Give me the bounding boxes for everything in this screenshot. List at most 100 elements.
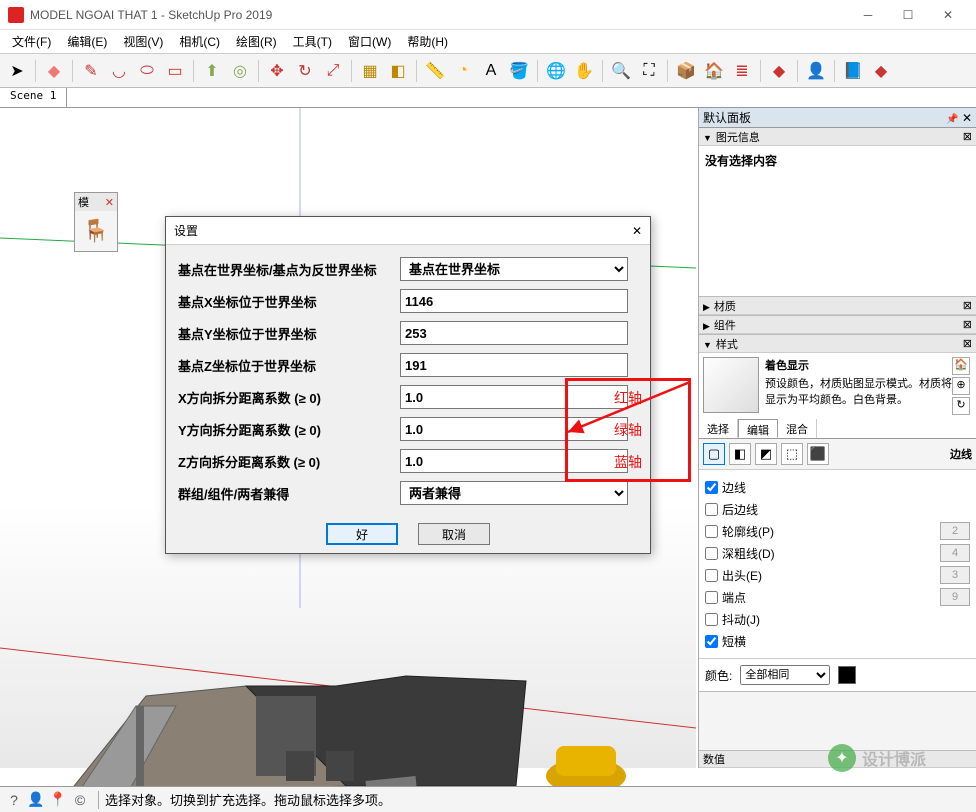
status-geo-icon[interactable]: 📍 <box>48 790 68 810</box>
menu-camera[interactable]: 相机(C) <box>171 31 228 52</box>
edge-opt-check-3[interactable] <box>705 547 718 560</box>
close-button[interactable]: ✕ <box>928 1 968 29</box>
edge-opt-check-4[interactable] <box>705 569 718 582</box>
freehand-tool[interactable]: ⬭ <box>134 58 160 84</box>
menu-view[interactable]: 视图(V) <box>115 31 171 52</box>
face-mode-icon[interactable]: ◧ <box>729 443 751 465</box>
status-help-icon[interactable]: ? <box>4 790 24 810</box>
tray-close-icon[interactable]: ✕ <box>962 111 972 125</box>
arc-tool[interactable]: ◡ <box>106 58 132 84</box>
edge-opt-val-4[interactable] <box>940 566 970 584</box>
minimize-button[interactable]: ─ <box>848 1 888 29</box>
scale-tool[interactable]: ⤢ <box>320 58 346 84</box>
pan-tool[interactable]: ✋ <box>571 58 597 84</box>
dialog-label-7: 群组/组件/两者兼得 <box>178 484 400 503</box>
dialog-input-0[interactable]: 基点在世界坐标 <box>400 257 628 281</box>
edge-opt-val-5[interactable] <box>940 588 970 606</box>
dialog-input-6[interactable] <box>400 449 628 473</box>
app-icon <box>8 7 24 23</box>
floating-palette[interactable]: 模 ✕ 🪑 <box>74 192 118 252</box>
edge-mode-icon[interactable]: ▢ <box>703 443 725 465</box>
section-tool[interactable]: ◧ <box>385 58 411 84</box>
main-toolbar: ➤ ◆ ✎ ◡ ⬭ ▭ ⬆ ◎ ✥ ↻ ⤢ ▦ ◧ 📏 ◔ A 🪣 🌐 ✋ 🔍 … <box>0 54 976 88</box>
edge-opt-check-0[interactable] <box>705 481 718 494</box>
styles-title[interactable]: 样式 <box>716 339 738 351</box>
offset-tool[interactable]: ◎ <box>227 58 253 84</box>
section-close-icon[interactable]: ⊠ <box>963 130 972 143</box>
zoom-extents-tool[interactable]: ⛶ <box>636 58 662 84</box>
color-mode-select[interactable]: 全部相同 <box>740 665 830 685</box>
color-swatch[interactable] <box>838 666 856 684</box>
menu-help[interactable]: 帮助(H) <box>399 31 456 52</box>
status-credit-icon[interactable]: © <box>70 790 90 810</box>
status-user-icon[interactable]: 👤 <box>26 790 46 810</box>
palette-tool-icon[interactable]: 🪑 <box>75 211 117 251</box>
move-tool[interactable]: ✥ <box>264 58 290 84</box>
rotate-tool[interactable]: ↻ <box>292 58 318 84</box>
dialog-cancel-button[interactable]: 取消 <box>418 523 490 545</box>
scene-tab-1[interactable]: Scene 1 <box>0 88 67 107</box>
component-tool[interactable]: 📦 <box>673 58 699 84</box>
edge-opt-val-2[interactable] <box>940 522 970 540</box>
values-label: 数值 <box>703 751 725 767</box>
menu-tools[interactable]: 工具(T) <box>285 31 340 52</box>
styles-tab-edit[interactable]: 编辑 <box>738 419 778 438</box>
pencil-tool[interactable]: ✎ <box>78 58 104 84</box>
paint-tool[interactable]: 🪣 <box>506 58 532 84</box>
components-title[interactable]: 组件 <box>714 320 736 332</box>
followme-tool[interactable]: ▦ <box>357 58 383 84</box>
tape-tool[interactable]: 📏 <box>422 58 448 84</box>
user-icon[interactable]: 👤 <box>803 58 829 84</box>
menu-file[interactable]: 文件(F) <box>4 31 59 52</box>
rect-tool[interactable]: ▭ <box>162 58 188 84</box>
outliner-tool[interactable]: 🏠 <box>701 58 727 84</box>
styles-tab-mix[interactable]: 混合 <box>778 419 817 438</box>
edge-opt-check-1[interactable] <box>705 503 718 516</box>
watermark-mode-icon[interactable]: ⬚ <box>781 443 803 465</box>
edge-opt-val-3[interactable] <box>940 544 970 562</box>
dialog-input-7[interactable]: 两者兼得 <box>400 481 628 505</box>
entity-info-content: 没有选择内容 <box>705 154 777 168</box>
tray-pin-icon[interactable]: 📌 <box>946 114 958 125</box>
edge-opt-check-7[interactable] <box>705 635 718 648</box>
edge-opt-check-5[interactable] <box>705 591 718 604</box>
dialog-input-5[interactable] <box>400 417 628 441</box>
orbit-tool[interactable]: 🌐 <box>543 58 569 84</box>
dialog-input-3[interactable] <box>400 353 628 377</box>
menu-window[interactable]: 窗口(W) <box>340 31 399 52</box>
materials-title[interactable]: 材质 <box>714 301 736 313</box>
dialog-input-1[interactable] <box>400 289 628 313</box>
styles-tab-select[interactable]: 选择 <box>699 419 738 438</box>
style-update-icon[interactable]: 🏠 <box>952 357 970 375</box>
pushpull-tool[interactable]: ⬆ <box>199 58 225 84</box>
zoom-tool[interactable]: 🔍 <box>608 58 634 84</box>
palette-close-icon[interactable]: ✕ <box>105 196 114 209</box>
bg-mode-icon[interactable]: ◩ <box>755 443 777 465</box>
edge-opt-check-6[interactable] <box>705 613 718 626</box>
style-refresh-icon[interactable]: ↻ <box>952 397 970 415</box>
style-thumbnail[interactable] <box>703 357 759 413</box>
style-new-icon[interactable]: ⊕ <box>952 377 970 395</box>
text-tool[interactable]: A <box>478 58 504 84</box>
extension-icon[interactable]: ◆ <box>868 58 894 84</box>
protractor-tool[interactable]: ◔ <box>450 58 476 84</box>
dialog-input-2[interactable] <box>400 321 628 345</box>
watermark-text: 设计博派 <box>862 746 926 770</box>
dialog-input-4[interactable] <box>400 385 628 409</box>
dialog-ok-button[interactable]: 好 <box>326 523 398 545</box>
section-close-icon[interactable]: ⊠ <box>963 318 972 331</box>
eraser-tool[interactable]: ◆ <box>41 58 67 84</box>
maximize-button[interactable]: ☐ <box>888 1 928 29</box>
edge-opt-check-2[interactable] <box>705 525 718 538</box>
dialog-close-icon[interactable]: ✕ <box>632 224 642 238</box>
section-close-icon[interactable]: ⊠ <box>963 337 972 350</box>
menu-edit[interactable]: 编辑(E) <box>59 31 115 52</box>
entity-info-title[interactable]: 图元信息 <box>716 132 760 144</box>
section-close-icon[interactable]: ⊠ <box>963 299 972 312</box>
model-mode-icon[interactable]: ⬛ <box>807 443 829 465</box>
select-tool[interactable]: ➤ <box>4 58 30 84</box>
menu-draw[interactable]: 绘图(R) <box>228 31 285 52</box>
layers-tool[interactable]: ≣ <box>729 58 755 84</box>
warehouse-tool[interactable]: ◆ <box>766 58 792 84</box>
help-icon[interactable]: 📘 <box>840 58 866 84</box>
